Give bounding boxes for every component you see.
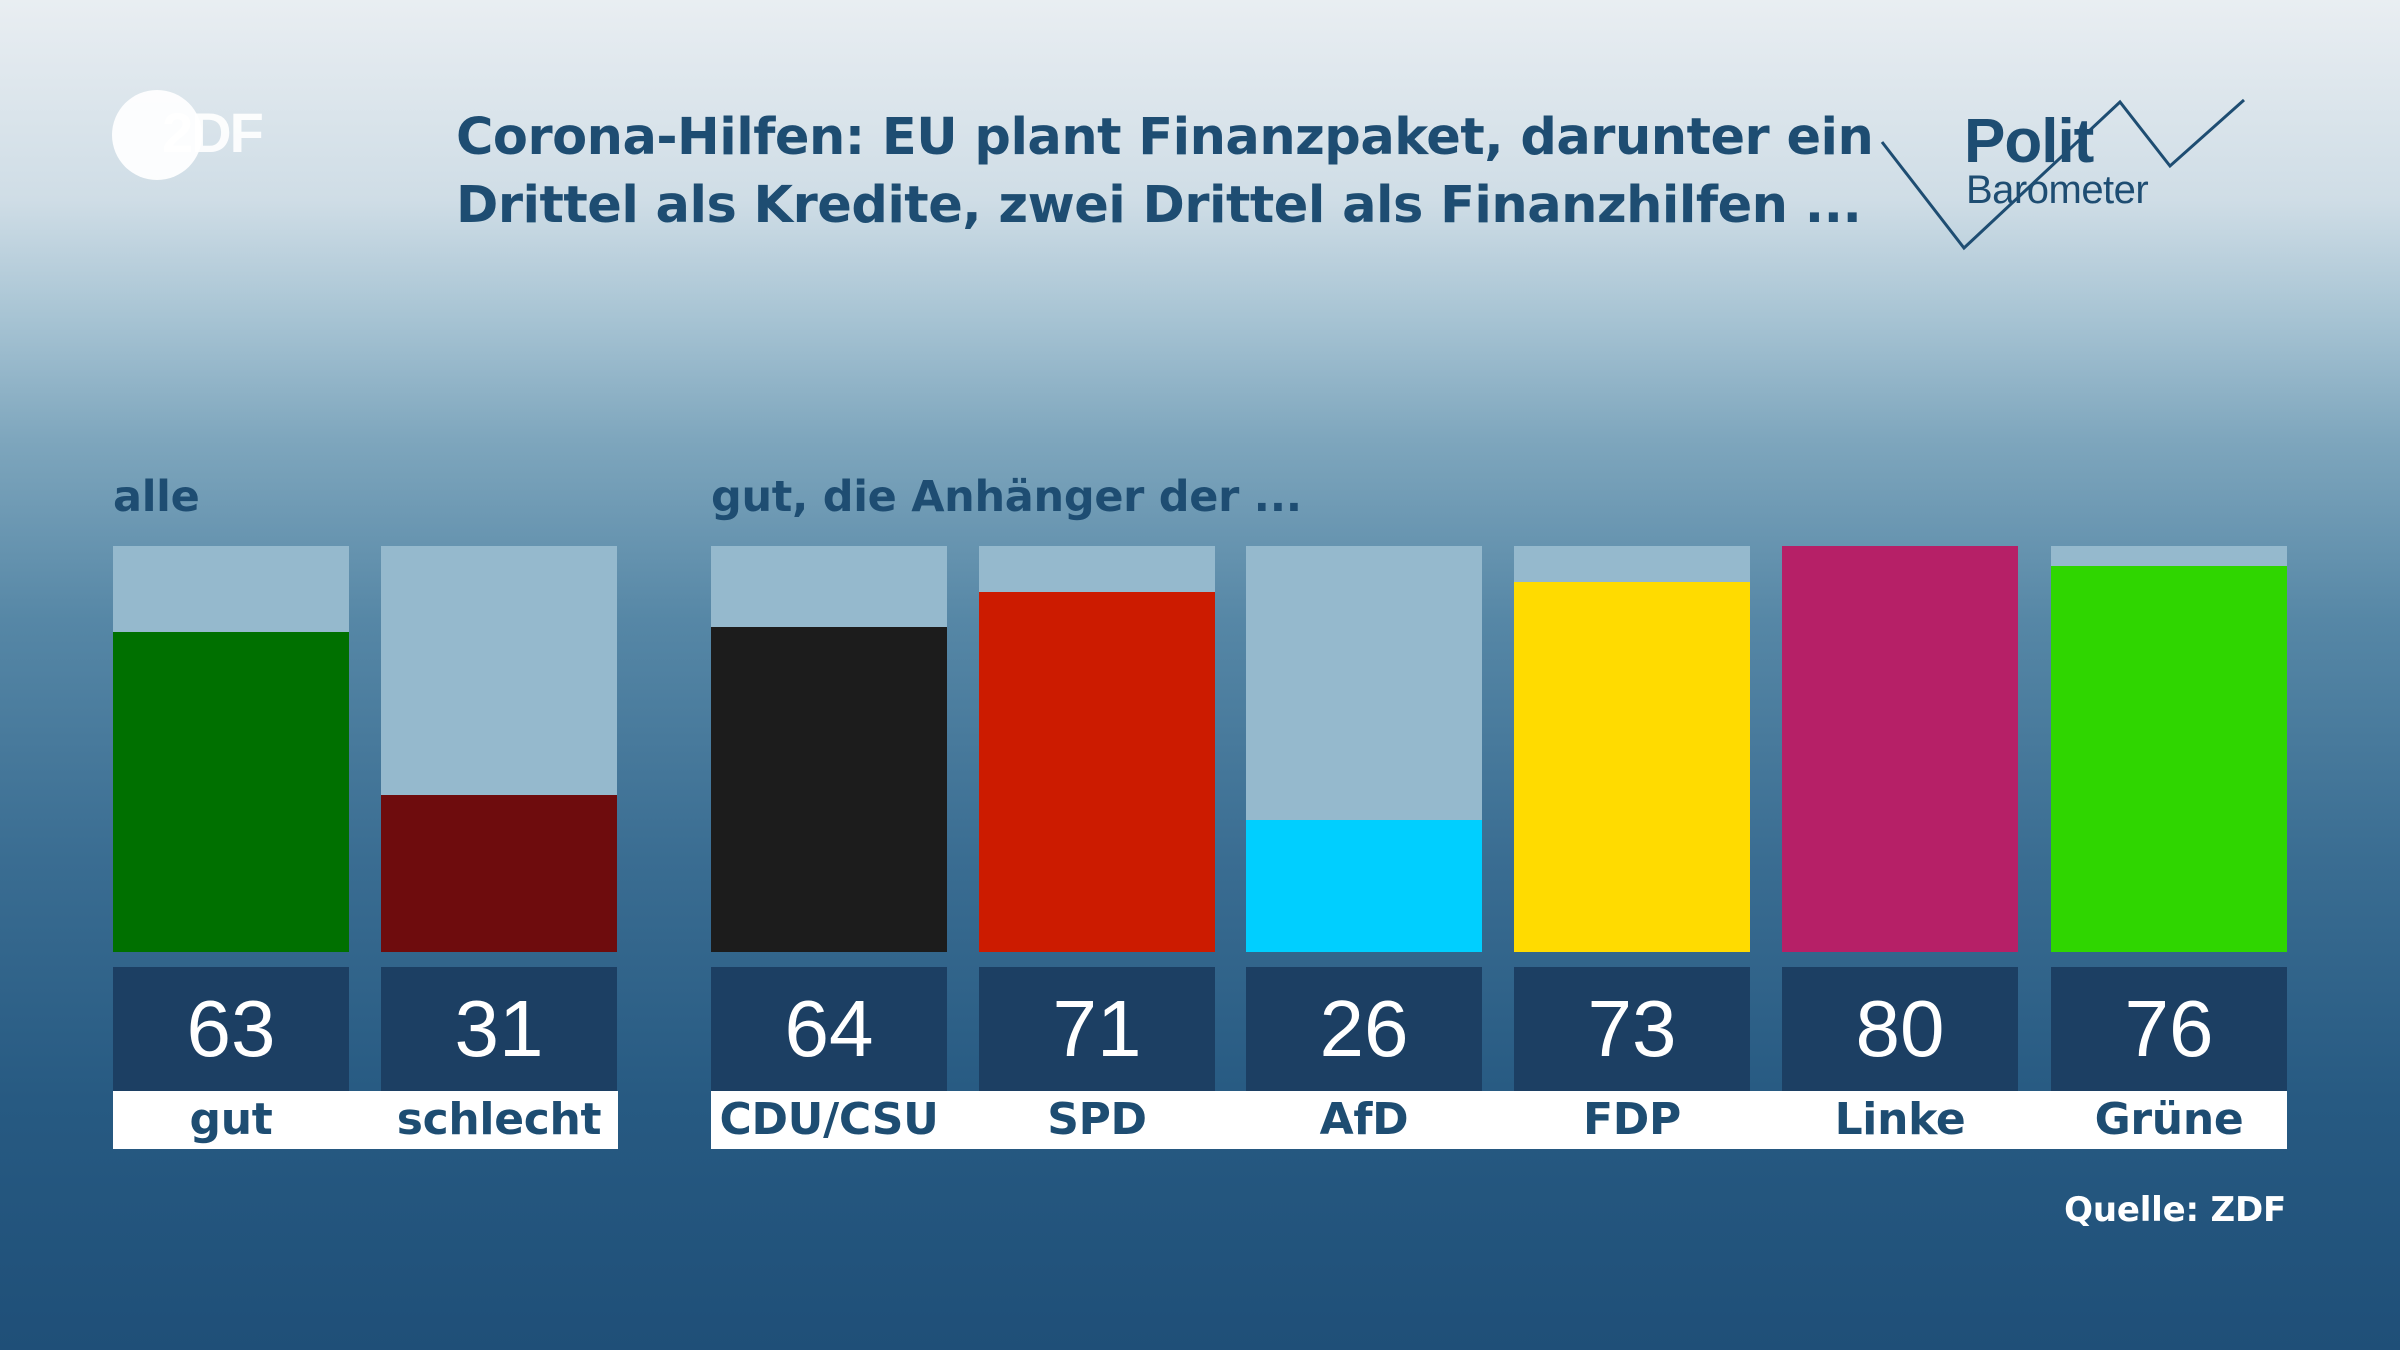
bar-fdp (1514, 582, 1750, 952)
category-label-linke: Linke (1834, 1094, 1966, 1145)
value-label-fdp: 73 (1514, 967, 1750, 1091)
zdf-logo: 2DF (112, 88, 272, 184)
bar-gr-ne (2051, 566, 2287, 952)
bar-track-spd (979, 546, 1215, 952)
zdf-logo-text: 2DF (162, 101, 264, 164)
value-label-schlecht: 31 (381, 967, 617, 1091)
bar-afd (1246, 820, 1482, 952)
value-label-afd: 26 (1246, 967, 1482, 1091)
value-label-cdu-csu: 64 (711, 967, 947, 1091)
bar-gut (113, 632, 349, 952)
group-label-anhaenger: gut, die Anhänger der ... (711, 472, 1302, 522)
chart-title: Corona-Hilfen: EU plant Finanzpaket, dar… (456, 104, 1876, 240)
category-label-cdu-csu: CDU/CSU (719, 1094, 939, 1145)
bar-track-gr-ne (2051, 546, 2287, 952)
politbarometer-polit-text: Polit (1964, 107, 2094, 176)
title-line-2: Drittel als Kredite, zwei Drittel als Fi… (456, 176, 1862, 235)
bar-track-afd (1246, 546, 1482, 952)
source-note: Quelle: ZDF (2064, 1190, 2286, 1230)
category-label-strip-alle (113, 1091, 618, 1149)
politbarometer-trend-icon (1880, 98, 2245, 251)
value-label-gr-ne: 76 (2051, 967, 2287, 1091)
title-line-1: Corona-Hilfen: EU plant Finanzpaket, dar… (456, 108, 1874, 167)
zdf-logo-ball (112, 90, 202, 180)
bar-schlecht (381, 795, 617, 952)
bar-track-schlecht (381, 546, 617, 952)
value-label-linke: 80 (1782, 967, 2018, 1091)
bar-track-cdu-csu (711, 546, 947, 952)
category-label-fdp: FDP (1583, 1094, 1681, 1145)
category-label-strip-parties (711, 1091, 2287, 1149)
politbarometer-logo: Polit Barometer (1880, 96, 2250, 256)
value-label-spd: 71 (979, 967, 1215, 1091)
category-label-schlecht: schlecht (396, 1094, 602, 1145)
politbarometer-barometer-text: Barometer (1966, 168, 2149, 212)
group-label-alle: alle (113, 472, 200, 522)
bar-track-fdp (1514, 546, 1750, 952)
value-label-gut: 63 (113, 967, 349, 1091)
bar-cdu-csu (711, 627, 947, 952)
category-label-gut: gut (189, 1094, 273, 1145)
bar-track-linke (1782, 546, 2018, 952)
bar-linke (1782, 546, 2018, 952)
category-label-spd: SPD (1047, 1094, 1147, 1145)
category-label-afd: AfD (1319, 1094, 1409, 1145)
category-label-gr-ne: Grüne (2094, 1094, 2244, 1145)
bar-track-gut (113, 546, 349, 952)
bar-spd (979, 592, 1215, 952)
